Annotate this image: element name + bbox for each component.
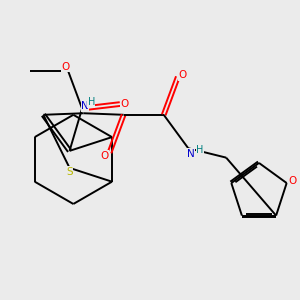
Text: H: H — [88, 97, 95, 107]
Text: O: O — [61, 62, 70, 72]
Text: S: S — [66, 167, 73, 177]
Text: O: O — [101, 151, 109, 161]
Text: O: O — [178, 70, 187, 80]
Text: N: N — [81, 101, 89, 111]
Text: H: H — [196, 145, 204, 155]
Text: O: O — [289, 176, 297, 187]
Text: N: N — [187, 149, 194, 159]
Text: O: O — [121, 99, 129, 109]
